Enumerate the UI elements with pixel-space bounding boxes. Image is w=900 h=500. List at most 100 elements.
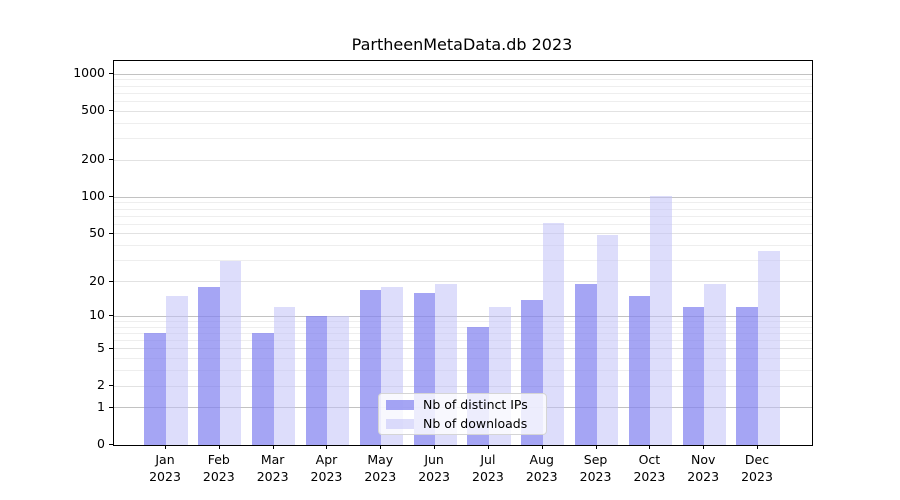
x-tick xyxy=(380,445,382,449)
x-tick xyxy=(434,445,436,449)
gridline xyxy=(114,233,812,235)
gridline xyxy=(114,245,812,247)
chart-title: PartheenMetaData.db 2023 xyxy=(351,35,573,54)
gridline xyxy=(114,348,812,350)
bar-downloads-mar xyxy=(273,307,296,445)
legend: Nb of distinct IPs Nb of downloads xyxy=(378,393,547,435)
y-tick xyxy=(109,232,113,234)
bar-distinct-ips-sep xyxy=(574,284,597,445)
gridline xyxy=(114,73,812,75)
legend-label-distinct-ips: Nb of distinct IPs xyxy=(423,396,528,412)
y-tick xyxy=(109,159,113,161)
gridline xyxy=(114,332,812,334)
legend-label-downloads: Nb of downloads xyxy=(423,415,528,431)
x-tick-label: Mar 2023 xyxy=(256,452,289,484)
x-tick xyxy=(326,445,328,449)
gridline xyxy=(114,138,812,140)
gridline xyxy=(114,215,812,217)
bar-downloads-sep xyxy=(596,235,619,445)
x-tick xyxy=(218,445,220,449)
x-tick-label: May 2023 xyxy=(364,452,397,484)
x-tick-label: Aug 2023 xyxy=(525,452,558,484)
y-tick-label: 50 xyxy=(89,224,105,240)
x-tick-label: Nov 2023 xyxy=(687,452,720,484)
gridline xyxy=(114,340,812,342)
gridline xyxy=(114,358,812,360)
plot-area xyxy=(113,60,813,446)
gridline xyxy=(114,223,812,225)
bar-distinct-ips-oct xyxy=(628,296,651,445)
x-tick xyxy=(649,445,651,449)
gridline xyxy=(114,110,812,112)
y-tick-label: 200 xyxy=(81,151,105,167)
y-tick-label: 20 xyxy=(89,272,105,288)
y-tick-label: 2 xyxy=(97,377,105,393)
gridline xyxy=(114,202,812,204)
bar-downloads-apr xyxy=(327,316,350,445)
y-tick xyxy=(109,73,113,75)
y-tick-label: 100 xyxy=(81,188,105,204)
bar-downloads-aug xyxy=(542,222,565,445)
y-tick xyxy=(109,110,113,112)
bar-distinct-ips-may xyxy=(359,289,382,445)
gridline xyxy=(114,122,812,124)
bar-downloads-dec xyxy=(758,251,780,445)
gridline xyxy=(114,208,812,210)
y-tick-label: 500 xyxy=(81,102,105,118)
bar-distinct-ips-feb xyxy=(198,286,220,445)
gridline xyxy=(114,370,812,372)
bar-distinct-ips-dec xyxy=(736,307,758,445)
y-tick-label: 1 xyxy=(97,398,105,414)
bar-distinct-ips-nov xyxy=(682,307,705,445)
legend-swatch-distinct-ips xyxy=(386,399,414,410)
bar-downloads-jan xyxy=(166,296,188,445)
legend-swatch-downloads xyxy=(386,418,414,429)
gridline xyxy=(114,320,812,322)
x-tick-label: Jun 2023 xyxy=(418,452,450,484)
bar-distinct-ips-jan xyxy=(144,333,166,445)
x-tick xyxy=(595,445,597,449)
x-tick xyxy=(757,445,759,449)
y-tick-label: 1000 xyxy=(73,65,105,81)
x-tick xyxy=(703,445,705,449)
x-tick-label: Oct 2023 xyxy=(633,452,666,484)
y-tick xyxy=(109,385,113,387)
y-tick xyxy=(109,347,113,349)
y-tick xyxy=(109,315,113,317)
bar-downloads-feb xyxy=(219,260,242,445)
x-tick-label: Jul 2023 xyxy=(472,452,504,484)
x-tick xyxy=(541,445,543,449)
legend-item-downloads: Nb of downloads xyxy=(386,416,546,432)
y-tick xyxy=(109,280,113,282)
y-tick xyxy=(109,406,113,408)
x-tick-label: Dec 2023 xyxy=(741,452,773,484)
x-tick-label: Sep 2023 xyxy=(579,452,612,484)
x-tick xyxy=(165,445,166,449)
gridline xyxy=(114,101,812,103)
bar-downloads-oct xyxy=(650,195,672,445)
gridline xyxy=(114,315,812,317)
bar-downloads-nov xyxy=(704,284,726,445)
gridline xyxy=(114,281,812,283)
y-tick xyxy=(109,444,113,445)
x-tick xyxy=(272,445,274,449)
gridline xyxy=(114,85,812,87)
bar-distinct-ips-apr xyxy=(305,316,328,445)
gridline xyxy=(114,326,812,328)
gridline xyxy=(114,159,812,161)
y-tick-label: 5 xyxy=(97,339,105,355)
gridline xyxy=(114,196,812,198)
x-tick-label: Jan 2023 xyxy=(149,452,181,484)
bar-distinct-ips-mar xyxy=(252,333,274,445)
legend-item-distinct-ips: Nb of distinct IPs xyxy=(386,397,546,413)
y-tick xyxy=(109,196,113,198)
x-tick-label: Apr 2023 xyxy=(310,452,343,484)
y-tick-label: 0 xyxy=(97,436,105,451)
x-tick xyxy=(487,445,489,449)
x-tick-label: Feb 2023 xyxy=(202,452,235,484)
gridline xyxy=(114,385,812,387)
gridline xyxy=(114,79,812,81)
gridline xyxy=(114,92,812,94)
y-tick-label: 10 xyxy=(89,307,105,323)
